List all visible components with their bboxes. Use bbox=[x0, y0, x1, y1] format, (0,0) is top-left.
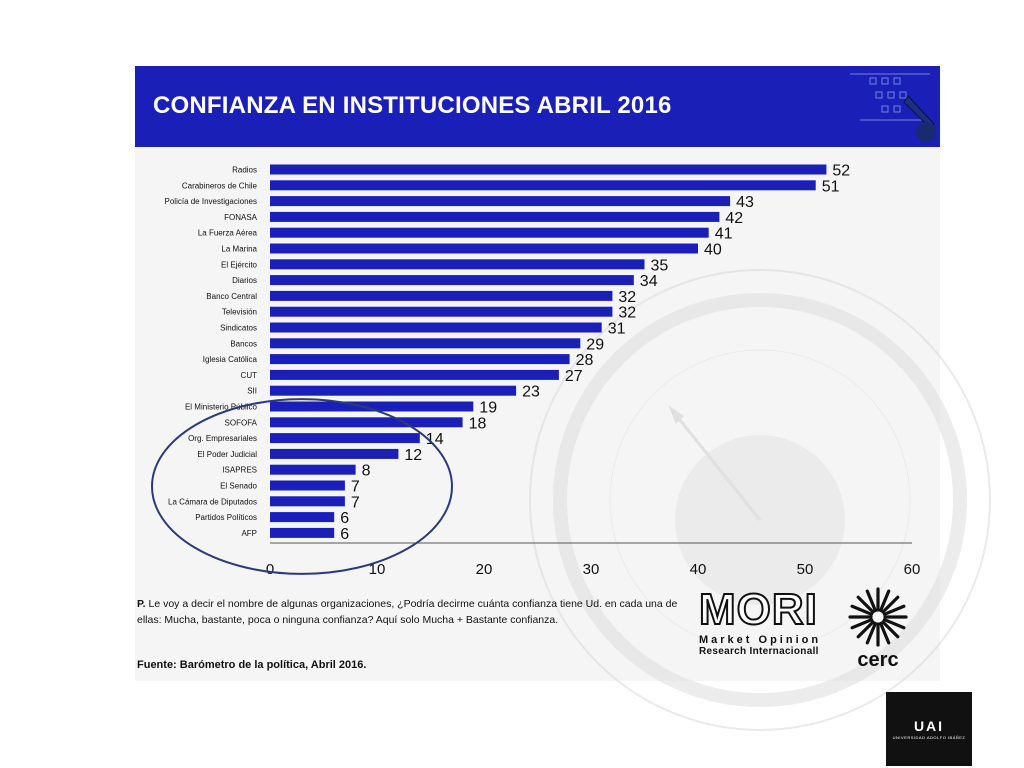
category-label-17: Org. Empresariales bbox=[188, 434, 257, 443]
value-label-6: 35 bbox=[651, 257, 669, 274]
bar-14 bbox=[270, 385, 517, 396]
bar-11 bbox=[270, 338, 581, 349]
category-label-22: Partidos Políticos bbox=[195, 513, 257, 522]
value-label-19: 8 bbox=[362, 463, 371, 480]
bar-3 bbox=[270, 211, 720, 222]
cerc-logo: cerc bbox=[838, 586, 918, 672]
bar-23 bbox=[270, 527, 335, 538]
question-note: P. Le voy a decir el nombre de algunas o… bbox=[137, 596, 697, 628]
value-label-20: 7 bbox=[351, 479, 360, 496]
value-label-16: 18 bbox=[469, 415, 487, 432]
category-label-12: Iglesia Católica bbox=[203, 355, 258, 364]
category-label-20: El Senado bbox=[220, 482, 257, 491]
uai-logo: UAI UNIVERSIDAD ADOLFO IBÁÑEZ bbox=[886, 692, 972, 766]
bar-18 bbox=[270, 448, 399, 459]
value-label-22: 6 bbox=[340, 510, 349, 527]
bar-8 bbox=[270, 290, 613, 301]
category-label-0: Radios bbox=[232, 166, 257, 175]
x-tick-label-1: 10 bbox=[369, 561, 386, 578]
mori-logo-line2: Research Internacionall bbox=[699, 646, 819, 657]
cerc-logo-word: cerc bbox=[857, 649, 899, 671]
value-label-0: 52 bbox=[832, 163, 850, 180]
bar-2 bbox=[270, 196, 731, 207]
barometer-watermark-icon bbox=[529, 269, 991, 731]
value-label-18: 12 bbox=[404, 447, 422, 464]
category-label-5: La Marina bbox=[221, 245, 257, 254]
category-label-23: AFP bbox=[241, 529, 257, 538]
uai-logo-subtitle: UNIVERSIDAD ADOLFO IBÁÑEZ bbox=[892, 735, 966, 740]
bar-20 bbox=[270, 480, 345, 491]
bar-10 bbox=[270, 322, 602, 333]
value-label-23: 6 bbox=[340, 526, 349, 543]
bar-13 bbox=[270, 369, 559, 380]
bar-0 bbox=[270, 164, 827, 175]
bar-1 bbox=[270, 180, 816, 191]
value-label-8: 32 bbox=[618, 289, 636, 306]
value-label-9: 32 bbox=[618, 305, 636, 322]
x-tick-label-5: 50 bbox=[797, 561, 814, 578]
x-tick-label-4: 40 bbox=[690, 561, 707, 578]
value-label-3: 42 bbox=[725, 210, 743, 227]
x-tick-label-6: 60 bbox=[904, 561, 921, 578]
checkbox-form-decoration-icon bbox=[850, 73, 936, 142]
bar-4 bbox=[270, 227, 709, 238]
category-label-3: FONASA bbox=[224, 213, 258, 222]
category-label-21: La Cámara de Diputados bbox=[168, 497, 257, 506]
value-label-11: 29 bbox=[586, 336, 604, 353]
category-label-10: Sindicatos bbox=[220, 324, 257, 333]
category-label-15: El Ministerio Público bbox=[185, 403, 258, 412]
value-label-13: 27 bbox=[565, 368, 583, 385]
x-tick-label-3: 30 bbox=[583, 561, 600, 578]
category-label-1: Carabineros de Chile bbox=[182, 181, 258, 190]
question-text: Le voy a decir el nombre de algunas orga… bbox=[137, 598, 678, 626]
mori-logo-line1: Market Opinion bbox=[699, 634, 822, 646]
value-label-5: 40 bbox=[704, 242, 722, 259]
uai-logo-word: UAI bbox=[913, 718, 945, 734]
source-note: Fuente: Barómetro de la política, Abril … bbox=[137, 659, 367, 671]
bar-9 bbox=[270, 306, 613, 317]
category-label-14: SII bbox=[247, 387, 257, 396]
category-label-2: Policía de Investigaciones bbox=[165, 197, 258, 206]
bar-12 bbox=[270, 354, 570, 365]
cerc-star-icon bbox=[848, 587, 908, 647]
bar-19 bbox=[270, 464, 356, 475]
mori-logo: MORI Market Opinion Research Internacion… bbox=[698, 585, 827, 658]
x-tick-label-2: 20 bbox=[476, 561, 493, 578]
category-label-16: SOFOFA bbox=[225, 418, 258, 427]
value-label-1: 51 bbox=[822, 178, 840, 195]
category-label-19: ISAPRES bbox=[222, 466, 257, 475]
category-label-8: Banco Central bbox=[206, 292, 257, 301]
value-label-2: 43 bbox=[736, 194, 754, 211]
value-label-12: 28 bbox=[576, 352, 594, 369]
value-label-21: 7 bbox=[351, 494, 360, 511]
category-label-9: Televisión bbox=[222, 308, 257, 317]
question-prefix: P. bbox=[137, 598, 146, 610]
category-label-13: CUT bbox=[241, 371, 258, 380]
bar-6 bbox=[270, 259, 645, 270]
bar-22 bbox=[270, 512, 335, 523]
value-label-17: 14 bbox=[426, 431, 444, 448]
category-label-7: Diarios bbox=[232, 276, 257, 285]
bar-7 bbox=[270, 275, 634, 286]
bar-16 bbox=[270, 417, 463, 428]
x-tick-label-0: 0 bbox=[266, 561, 274, 578]
value-label-7: 34 bbox=[640, 273, 658, 290]
bar-5 bbox=[270, 243, 698, 254]
slide-title: CONFIANZA EN INSTITUCIONES ABRIL 2016 bbox=[153, 92, 672, 119]
mori-logo-word: MORI bbox=[698, 585, 818, 634]
value-label-4: 41 bbox=[715, 226, 733, 243]
value-label-10: 31 bbox=[608, 321, 626, 338]
bar-17 bbox=[270, 433, 420, 444]
category-label-6: El Ejército bbox=[221, 260, 258, 269]
value-label-14: 23 bbox=[522, 384, 540, 401]
highlight-ellipse bbox=[151, 398, 453, 575]
bar-15 bbox=[270, 401, 474, 412]
value-label-15: 19 bbox=[479, 400, 497, 417]
bar-21 bbox=[270, 496, 345, 507]
category-label-11: Bancos bbox=[230, 339, 257, 348]
title-banner: CONFIANZA EN INSTITUCIONES ABRIL 2016 bbox=[135, 66, 940, 147]
category-label-4: La Fuerza Aérea bbox=[198, 229, 258, 238]
category-label-18: El Poder Judicial bbox=[197, 450, 257, 459]
